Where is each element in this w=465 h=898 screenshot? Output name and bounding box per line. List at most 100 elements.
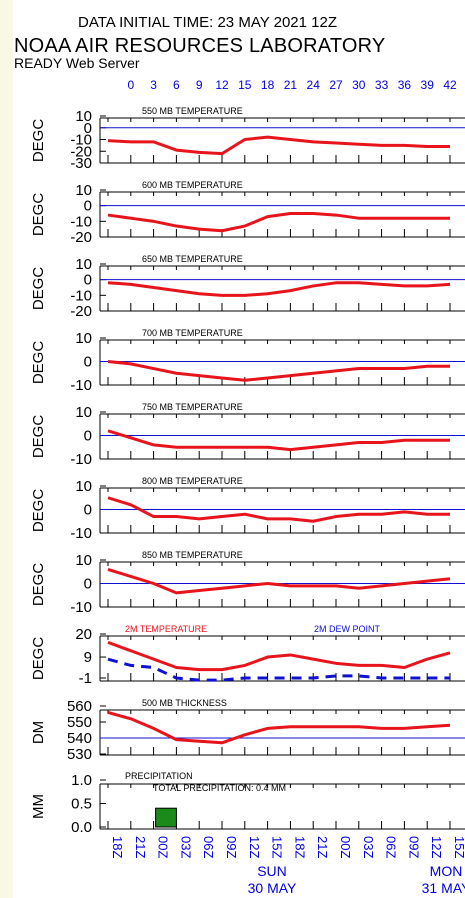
y-tick-label: 0.0 [71,819,92,836]
forecast-hour-label: 21 [284,78,298,92]
y-axis-label: DM [30,721,47,744]
y-tick-label: 0 [84,502,92,519]
y-tick-label: -10 [70,599,92,616]
server-name: READY Web Server [14,55,140,71]
forecast-hour-label: 15 [238,78,252,92]
panel-t600: DEGC 100-10-20 600 MB TEMPERATURE [30,180,465,246]
series-line [107,710,451,745]
day-label: MON [430,863,463,879]
time-label: 21Z [315,836,330,858]
y-tick-label: 10 [75,478,92,495]
panel-title: 600 MB TEMPERATURE [142,180,243,190]
time-label: 03Z [361,836,376,858]
y-tick-label: 560 [67,698,92,715]
y-axis-label: DEGC [30,193,47,237]
time-label: 15Z [270,836,285,858]
left-border [0,0,13,898]
y-tick-label: -10 [70,213,92,230]
panel-subtitle: TOTAL PRECIPITATION: 0.4 MM [153,783,286,793]
y-tick-label: -10 [70,287,92,304]
panel-title: 800 MB TEMPERATURE [142,476,243,486]
time-label: 12Z [247,836,262,858]
panel-t800: DEGC 10 0 -10 800 MB TEMPERATURE [30,476,465,542]
time-label: 18Z [110,836,125,858]
forecast-hour-label: 24 [307,78,321,92]
time-label: 00Z [338,836,353,858]
time-label: 00Z [156,836,171,858]
y-tick-label: 10 [75,404,92,421]
y-tick-label: -20 [70,303,92,320]
y-tick-label: 10 [75,330,92,347]
precip-bar [155,807,177,828]
date-label: 30 MAY [248,880,297,896]
y-tick-label: -20 [70,143,92,160]
forecast-hour-label: 42 [443,78,457,92]
time-label: 12Z [429,836,444,858]
time-label: 09Z [406,836,421,858]
time-label: 15Z [452,836,465,858]
series-line [107,567,451,595]
y-tick-label: -10 [70,377,92,394]
forecast-hour-label: 39 [421,78,435,92]
data-initial-time: DATA INITIAL TIME: 23 MAY 2021 12Z [78,14,337,31]
panel-title: 2M TEMPERATURE [125,624,207,634]
y-tick-label: 10 [75,256,92,273]
time-label: 03Z [178,836,193,858]
forecast-hour-label: 0 [127,78,134,92]
y-axis-label: DEGC [30,415,47,459]
y-tick-label: 0 [84,198,92,215]
y-tick-label: -1 [79,670,92,687]
panel-t2m: DEGC 20 9 -1 2M TEMPERATURE 2M DEW POINT [30,624,465,687]
y-tick-label: 0 [84,428,92,445]
y-tick-label: 9 [84,649,92,666]
panel-t850: DEGC 10 0 -10 850 MB TEMPERATURE [30,550,465,616]
series-line [107,640,451,672]
series-line [107,429,450,452]
time-label: 18Z [292,836,307,858]
series-line [107,360,450,382]
series-line [107,281,451,297]
series-line [107,212,450,233]
y-axis-label: DEGC [30,119,47,163]
y-tick-label: 0 [84,272,92,289]
y-axis-label: DEGC [30,563,47,607]
y-tick-label: 20 [75,626,92,643]
y-axis-label: DEGC [30,489,47,533]
panel-title: 500 MB THICKNESS [142,698,227,708]
lab-title: NOAA AIR RESOURCES LABORATORY [14,35,386,57]
forecast-hour-label: 3 [150,78,157,92]
y-tick-label: 0 [84,576,92,593]
y-tick-label: 10 [75,108,92,125]
y-tick-label: -10 [70,525,92,542]
y-tick-label: 0.5 [71,796,92,813]
y-tick-label: -20 [70,229,92,246]
panel-prcp: MM 1.0 0.5 0.0 PRECIPITATION TOTAL PRECIPITAT… [30,771,465,836]
forecast-hour-label: 12 [215,78,229,92]
forecast-hour-label: 33 [375,78,389,92]
panel-t700: DEGC 10 0 -10 700 MB TEMPERATURE [30,328,465,394]
forecast-hour-label: 18 [261,78,275,92]
panel-title: 850 MB TEMPERATURE [142,550,243,560]
series-line [107,496,450,523]
y-tick-label: -30 [70,155,92,172]
date-label: 31 MAY [422,880,465,896]
y-tick-label: 0 [84,120,92,137]
y-tick-label: 530 [67,746,92,763]
day-label: SUN [257,863,287,879]
panel-title: 650 MB TEMPERATURE [142,254,243,264]
y-tick-label: -10 [70,132,92,149]
forecast-hour-label: 30 [352,78,366,92]
forecast-hour-label: 9 [196,78,203,92]
forecast-hour-label: 6 [173,78,180,92]
y-tick-label: 540 [67,730,92,747]
panel-t650: DEGC 100-10-20 650 MB TEMPERATURE [30,254,465,320]
y-tick-label: 550 [67,714,92,731]
forecast-hour-label: 36 [398,78,412,92]
series-line [107,135,450,156]
y-tick-label: 0 [84,354,92,371]
panel-title: 750 MB TEMPERATURE [142,402,243,412]
panel-t750: DEGC 10 0 -10 750 MB TEMPERATURE [30,402,465,468]
